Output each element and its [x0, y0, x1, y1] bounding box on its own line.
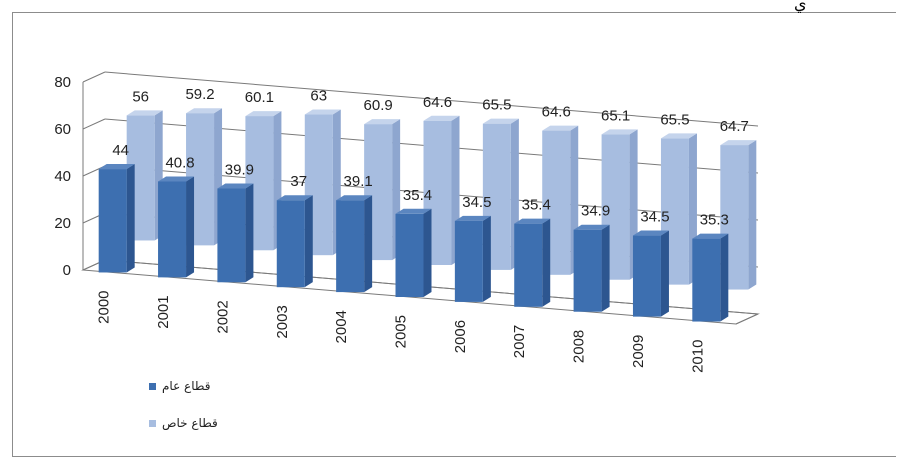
bar-private-top: [482, 118, 519, 124]
data-label-private: 56: [132, 88, 149, 105]
data-label-public: 35.4: [522, 197, 551, 214]
bar-private-top: [304, 109, 341, 115]
bar-public-top: [573, 224, 610, 230]
legend-swatch-private: [149, 419, 156, 427]
bar-public-side: [186, 176, 195, 278]
data-label-public: 35.3: [700, 212, 729, 229]
x-tick-label: 2010: [689, 340, 706, 373]
corner-glyph: ي: [794, 0, 807, 13]
bar-public-top: [98, 164, 135, 170]
data-label-private: 63: [310, 88, 327, 105]
data-label-private: 64.7: [720, 118, 749, 135]
data-label-public: 44: [112, 142, 129, 159]
bar-private-top: [660, 133, 697, 139]
bar-public-top: [692, 233, 729, 239]
bar-public-top: [514, 218, 551, 224]
chart-plot: 0 20 40 60 80 56 44 2000 59.2 40.8 2001 60.1 39.9 200…: [54, 71, 760, 373]
bar-public-side: [423, 208, 432, 297]
data-label-public: 37: [290, 173, 307, 190]
y-tick-label: 60: [54, 121, 71, 138]
bar-private-top: [186, 108, 223, 114]
y-tick-label: 20: [54, 215, 71, 232]
bar-public-top: [454, 215, 491, 221]
bar-public-side: [126, 164, 135, 273]
data-label-private: 65.5: [482, 97, 511, 114]
bar-public: [217, 188, 246, 283]
x-tick-label: 2009: [630, 335, 647, 368]
bar-public-top: [632, 230, 669, 236]
bar-public: [158, 181, 187, 278]
x-tick-label: 2007: [511, 325, 528, 358]
bar-public-top: [336, 195, 373, 201]
data-label-private: 60.1: [245, 89, 274, 106]
bar-public-side: [601, 224, 610, 312]
bar-public: [454, 220, 483, 302]
legend-label-private: قطاع خاص: [162, 416, 218, 430]
bar-public: [98, 169, 127, 273]
legend-label-public: قطاع عام: [162, 379, 211, 393]
legend-item-private: قطاع خاص: [149, 416, 218, 430]
data-label-public: 39.1: [344, 173, 373, 190]
data-label-private: 65.5: [660, 111, 689, 128]
data-label-public: 40.8: [165, 154, 194, 171]
data-label-public: 35.4: [403, 187, 432, 204]
bar-public-side: [482, 215, 491, 302]
y-tick-label: 40: [54, 168, 71, 185]
gridline-side: [82, 71, 106, 83]
data-label-private: 65.1: [601, 107, 630, 124]
bar-private-top: [601, 129, 638, 135]
bar-public-side: [304, 195, 313, 288]
bar-public-side: [245, 183, 254, 283]
bar-public-top: [158, 176, 195, 182]
bar-private-top: [542, 125, 579, 131]
y-tick-label: 80: [54, 74, 71, 91]
bar-public: [276, 200, 305, 288]
bar-public-top: [276, 195, 313, 201]
bar-public-side: [542, 218, 551, 307]
bar-private-top: [126, 110, 163, 116]
bar-private-top: [423, 115, 460, 121]
x-tick-label: 2000: [96, 290, 113, 323]
x-tick-label: 2006: [452, 320, 469, 353]
bar-public-side: [660, 230, 669, 317]
bar-public: [514, 223, 543, 307]
bar-public-top: [217, 183, 254, 189]
y-tick-label: 0: [63, 262, 71, 279]
data-label-private: 60.9: [364, 97, 393, 114]
chart-frame: 0 20 40 60 80 56 44 2000 59.2 40.8 2001 60.1 39.9 200…: [12, 12, 896, 457]
x-tick-label: 2004: [333, 310, 350, 343]
bar-public: [632, 235, 661, 317]
bar-public: [336, 200, 365, 293]
bar-private-top: [245, 111, 282, 117]
data-label-public: 34.9: [581, 203, 610, 220]
bar-private-top: [720, 140, 757, 146]
bar-private-top: [364, 119, 401, 125]
x-tick-label: 2008: [571, 330, 588, 363]
gridline-side: [82, 118, 106, 130]
x-tick-label: 2001: [155, 295, 172, 328]
x-tick-label: 2005: [393, 315, 410, 348]
data-label-public: 34.5: [462, 194, 491, 211]
data-label-private: 64.6: [423, 94, 452, 111]
data-label-private: 64.6: [542, 104, 571, 121]
bar-public-side: [364, 195, 373, 293]
data-label-private: 59.2: [185, 86, 214, 103]
bar-public: [395, 213, 424, 297]
legend-swatch-public: [149, 382, 156, 390]
bar-private-side: [748, 140, 757, 290]
data-label-public: 34.5: [640, 209, 669, 226]
data-label-public: 39.9: [225, 162, 254, 179]
floor-edge: [735, 313, 759, 325]
x-tick-label: 2002: [214, 300, 231, 333]
x-tick-label: 2003: [274, 305, 291, 338]
bar-public: [692, 238, 721, 322]
bar-public-top: [395, 208, 432, 214]
gridline: [104, 71, 759, 127]
bar-public: [573, 229, 602, 312]
legend-item-public: قطاع عام: [149, 379, 210, 393]
bar-public-side: [720, 233, 729, 322]
